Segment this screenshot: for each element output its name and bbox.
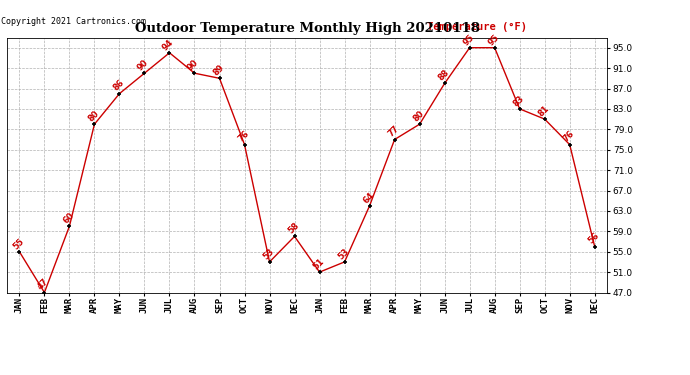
Text: 80: 80	[411, 109, 426, 123]
Point	[189, 70, 200, 76]
Text: 60: 60	[61, 211, 76, 225]
Point	[589, 244, 600, 250]
Point	[389, 136, 400, 142]
Text: Temperature (°F): Temperature (°F)	[427, 22, 527, 32]
Text: 86: 86	[111, 78, 126, 93]
Point	[39, 290, 50, 296]
Text: Copyright 2021 Cartronics.com: Copyright 2021 Cartronics.com	[1, 17, 146, 26]
Point	[539, 116, 550, 122]
Point	[314, 269, 325, 275]
Text: 51: 51	[311, 256, 326, 272]
Text: 53: 53	[336, 246, 351, 261]
Point	[239, 142, 250, 148]
Point	[64, 223, 75, 229]
Point	[439, 80, 450, 86]
Point	[89, 121, 100, 127]
Text: 76: 76	[562, 129, 576, 144]
Text: 64: 64	[362, 190, 376, 205]
Text: 58: 58	[286, 221, 301, 236]
Point	[489, 45, 500, 51]
Point	[464, 45, 475, 51]
Text: 80: 80	[86, 109, 101, 123]
Text: 90: 90	[186, 58, 201, 72]
Point	[339, 259, 350, 265]
Text: 77: 77	[386, 124, 401, 139]
Point	[264, 259, 275, 265]
Text: 81: 81	[536, 104, 551, 118]
Text: 94: 94	[161, 38, 176, 52]
Point	[139, 70, 150, 76]
Text: 90: 90	[136, 58, 150, 72]
Text: 53: 53	[262, 246, 276, 261]
Point	[114, 91, 125, 97]
Point	[514, 106, 525, 112]
Text: 56: 56	[586, 231, 601, 246]
Text: 89: 89	[211, 63, 226, 78]
Point	[564, 142, 575, 148]
Text: 83: 83	[511, 94, 526, 108]
Point	[414, 121, 425, 127]
Point	[214, 75, 225, 81]
Text: 55: 55	[11, 236, 26, 251]
Point	[289, 233, 300, 239]
Text: 95: 95	[462, 32, 476, 47]
Point	[14, 249, 25, 255]
Text: 76: 76	[236, 129, 250, 144]
Title: Outdoor Temperature Monthly High 20210118: Outdoor Temperature Monthly High 2021011…	[135, 22, 480, 35]
Text: 95: 95	[486, 32, 501, 47]
Text: 47: 47	[36, 277, 50, 292]
Text: 88: 88	[436, 68, 451, 82]
Point	[164, 50, 175, 56]
Point	[364, 203, 375, 209]
